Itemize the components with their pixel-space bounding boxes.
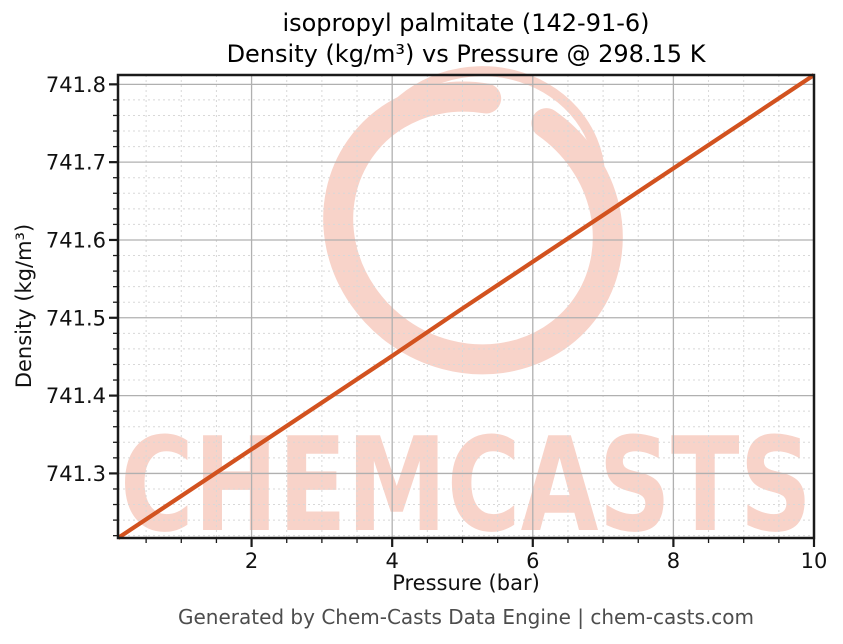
density-line-series — [116, 73, 816, 540]
y-axis-label: Density (kg/m³) — [12, 223, 36, 389]
watermark-text: CHEMCASTS — [120, 409, 812, 561]
tick-labels: 2 4 6 8 10 741.3 741.4 741.5 741.6 741.7 741.8 — [46, 73, 827, 573]
minor-gridlines — [118, 75, 814, 538]
major-gridlines — [118, 75, 815, 538]
chart-title: isopropyl palmitate (142-91-6) Density (… — [118, 8, 814, 70]
x-tick-label: 6 — [526, 549, 539, 573]
y-tick-label: 741.7 — [46, 151, 106, 175]
axes-spines — [116, 73, 816, 540]
x-axis-label: Pressure (bar) — [392, 571, 540, 595]
y-tick-label: 741.4 — [46, 384, 106, 408]
chart-title-line2: Density (kg/m³) vs Pressure @ 298.15 K — [226, 40, 706, 68]
chart-title-line1: isopropyl palmitate (142-91-6) — [282, 9, 650, 37]
watermark-group: CHEMCASTS — [120, 66, 812, 561]
y-tick-label: 741.8 — [46, 73, 106, 97]
x-tick-label: 8 — [667, 549, 680, 573]
x-tick-label: 10 — [801, 549, 828, 573]
x-tick-label: 4 — [385, 549, 398, 573]
footer-credit: Generated by Chem-Casts Data Engine | ch… — [177, 605, 755, 629]
y-tick-label: 741.6 — [46, 228, 106, 252]
axis-ticks — [109, 83, 816, 547]
x-tick-label: 2 — [245, 549, 258, 573]
y-tick-label: 741.3 — [46, 462, 106, 486]
y-tick-label: 741.5 — [46, 306, 106, 330]
